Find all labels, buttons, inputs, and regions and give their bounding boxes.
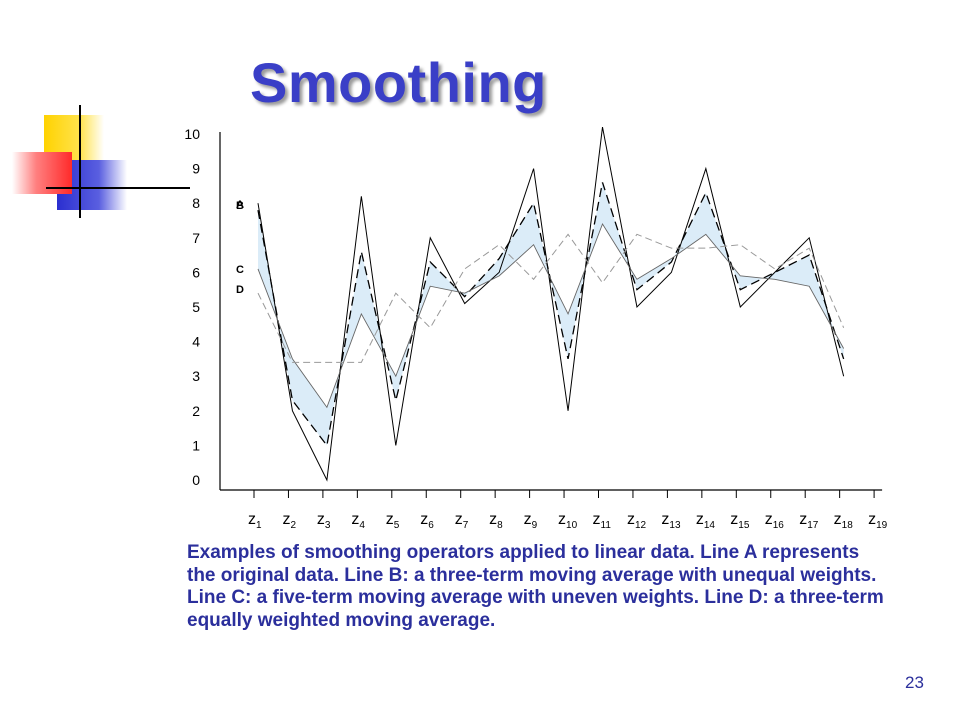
y-tick-label: 2	[192, 403, 200, 419]
x-tick-label: z10	[558, 511, 578, 531]
series-label-A: A	[236, 199, 244, 211]
series-label-C: C	[236, 264, 244, 276]
x-tick-label: z5	[386, 511, 400, 531]
x-tick-label: z15	[730, 511, 750, 531]
x-tick-label: z9	[524, 511, 538, 531]
x-tick-label: z3	[317, 511, 331, 531]
x-tick-label: z8	[489, 511, 503, 531]
chart-axes	[219, 132, 883, 498]
series-line-B	[257, 182, 845, 447]
y-tick-label: 7	[192, 230, 200, 246]
slide-title: Smoothing	[250, 51, 547, 114]
smoothing-line-chart: 0 1 2 3 4 5 6 7 8 9 10 z1 z2 z3 z4 z5 z6 z7 z8 z9 z10 z11 z12 z…	[184, 126, 887, 531]
series-line-C	[257, 222, 845, 409]
x-tick-label: z17	[799, 511, 819, 531]
x-tick-label: z16	[765, 511, 785, 531]
figure-caption: Examples of smoothing operators applied …	[187, 542, 884, 631]
series-label-D: D	[236, 284, 244, 296]
x-tick-label: z4	[351, 511, 365, 531]
chart-labels: 0 1 2 3 4 5 6 7 8 9 10 z1 z2 z3 z4 z5 z6 z7 z8 z9 z10 z11 z12 z…	[184, 126, 887, 531]
y-tick-label: 1	[192, 437, 200, 453]
y-tick-label: 6	[192, 264, 200, 280]
y-tick-label: 3	[192, 368, 200, 384]
x-tick-label: z7	[455, 511, 469, 531]
x-tick-label: z11	[593, 511, 612, 531]
shaded-band	[258, 182, 844, 446]
x-tick-label: z2	[282, 511, 296, 531]
y-tick-label: 4	[192, 334, 200, 350]
x-tick-label: z1	[248, 511, 262, 531]
decorative-squares-logo	[12, 105, 190, 218]
smoothing-band	[258, 182, 844, 446]
y-tick-label: 10	[184, 126, 200, 142]
y-tick-label: 5	[192, 299, 200, 315]
series-line-D	[257, 233, 845, 363]
y-tick-label: 0	[192, 472, 200, 488]
series-line-A	[257, 126, 845, 482]
x-tick-label: z18	[834, 511, 854, 531]
x-tick-label: z13	[661, 511, 681, 531]
chart-series	[257, 126, 845, 482]
y-tick-label: 8	[192, 195, 200, 211]
x-tick-label: z14	[696, 511, 716, 531]
page-number: 23	[905, 673, 924, 692]
y-tick-label: 9	[192, 161, 200, 177]
x-tick-label: z6	[420, 511, 434, 531]
x-tick-label: z19	[868, 511, 888, 531]
series-label-B: B	[236, 200, 244, 212]
x-tick-label: z12	[627, 511, 647, 531]
